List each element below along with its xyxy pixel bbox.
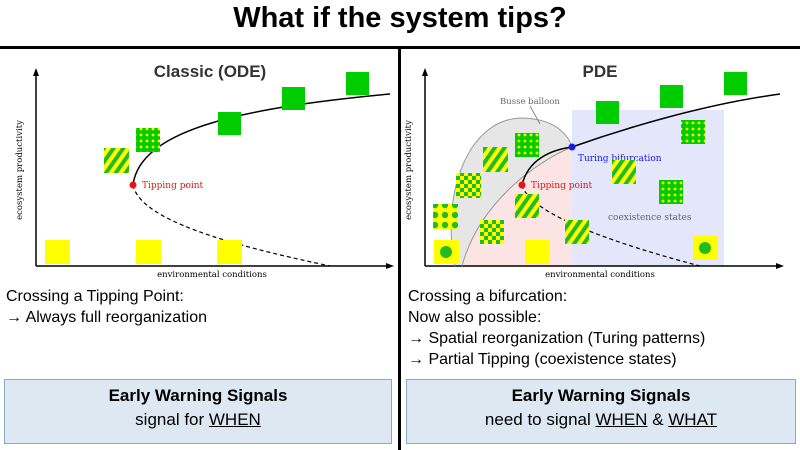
right-description: Crossing a bifurcation: Now also possibl… (408, 286, 796, 370)
labyrinth-pattern-square (104, 148, 129, 173)
right-text-line: → Partial Tipping (coexistence states) (408, 351, 677, 368)
busse-balloon-label: Busse balloon (500, 97, 560, 107)
checker-pattern-square (456, 173, 481, 198)
tipping-point-label: Tipping point (531, 181, 593, 191)
busse-label-leader (529, 105, 541, 125)
stable-branch (132, 93, 391, 186)
x-axis-arrow (776, 263, 784, 269)
desert-state-square (45, 240, 70, 264)
y-axis-arrow (33, 68, 39, 76)
vegetation-spot (440, 246, 452, 258)
desert-state-square (525, 240, 550, 264)
tipping-point-marker (518, 181, 526, 189)
gapped-pattern-square (515, 133, 539, 157)
turing-bifurcation-label: Turing bifurcation (578, 154, 662, 164)
checker-pattern-square (480, 220, 504, 244)
vegetated-state-square (282, 87, 305, 110)
y-axis-label: ecosystem productivity (15, 120, 25, 220)
unstable-branch (132, 184, 331, 267)
labyrinth-pattern-square (483, 147, 508, 172)
right-text-line: Crossing a bifurcation: (408, 288, 568, 305)
panel-divider (398, 46, 401, 450)
vegetated-state-square (346, 72, 369, 95)
stable-branch (521, 93, 781, 186)
when-keyword: WHEN (208, 410, 261, 429)
gapped-pattern-square (681, 120, 705, 144)
x-axis-label: environmental conditions (545, 270, 655, 280)
coexistence-pattern-square (565, 220, 589, 244)
right-bifurcation-diagram: ecosystem productivity environmental con… (404, 68, 784, 280)
when-keyword: WHEN (595, 410, 648, 429)
desert-state-square (136, 240, 161, 264)
gapped-pattern-square (136, 128, 160, 152)
tipping-point-label: Tipping point (142, 181, 204, 191)
vegetated-state-square (724, 72, 747, 95)
vegetated-state-square (660, 85, 683, 108)
tipping-point-marker (129, 181, 137, 189)
busse-balloon-inner (461, 146, 573, 267)
right-text-line: Now also possible: (408, 309, 542, 326)
left-ews-title: Early Warning Signals (108, 386, 288, 405)
turing-pattern-square (612, 160, 636, 184)
left-ews-subtitle: signal for WHEN (135, 410, 261, 429)
right-ews-subtitle: need to signal WHEN & WHAT (484, 410, 718, 429)
right-panel-title: PDE (582, 62, 618, 81)
coexistence-pattern-square (659, 180, 683, 204)
spot-pattern-square (433, 204, 458, 229)
busse-balloon-region (451, 118, 572, 266)
x-axis-arrow (386, 263, 394, 269)
right-ews-box: Early Warning Signals need to signal WHE… (406, 379, 796, 444)
desert-state-square (217, 240, 242, 264)
left-panel-title: Classic (ODE) (153, 62, 267, 81)
vegetated-state-square (218, 112, 241, 135)
left-text-line: → Always full reorganization (6, 309, 207, 326)
page-title: What if the system tips? (233, 2, 567, 34)
left-description: Crossing a Tipping Point: → Always full … (6, 286, 394, 328)
left-text-line: Crossing a Tipping Point: (6, 288, 184, 305)
y-axis-arrow (422, 68, 428, 76)
labyrinth-pattern-square (515, 194, 539, 218)
coexistence-label: coexistence states (608, 213, 692, 223)
right-ews-title: Early Warning Signals (511, 386, 691, 405)
x-axis-label: environmental conditions (157, 270, 267, 280)
vegetated-state-square (596, 101, 619, 124)
right-text-line: → Spatial reorganization (Turing pattern… (408, 330, 706, 347)
vegetation-spot (699, 242, 711, 254)
left-bifurcation-diagram: ecosystem productivity environmental con… (15, 68, 394, 280)
what-keyword: WHAT (668, 410, 718, 429)
y-axis-label: ecosystem productivity (404, 120, 414, 220)
turing-bifurcation-marker (568, 143, 576, 151)
left-ews-box: Early Warning Signals signal for WHEN (4, 379, 392, 444)
